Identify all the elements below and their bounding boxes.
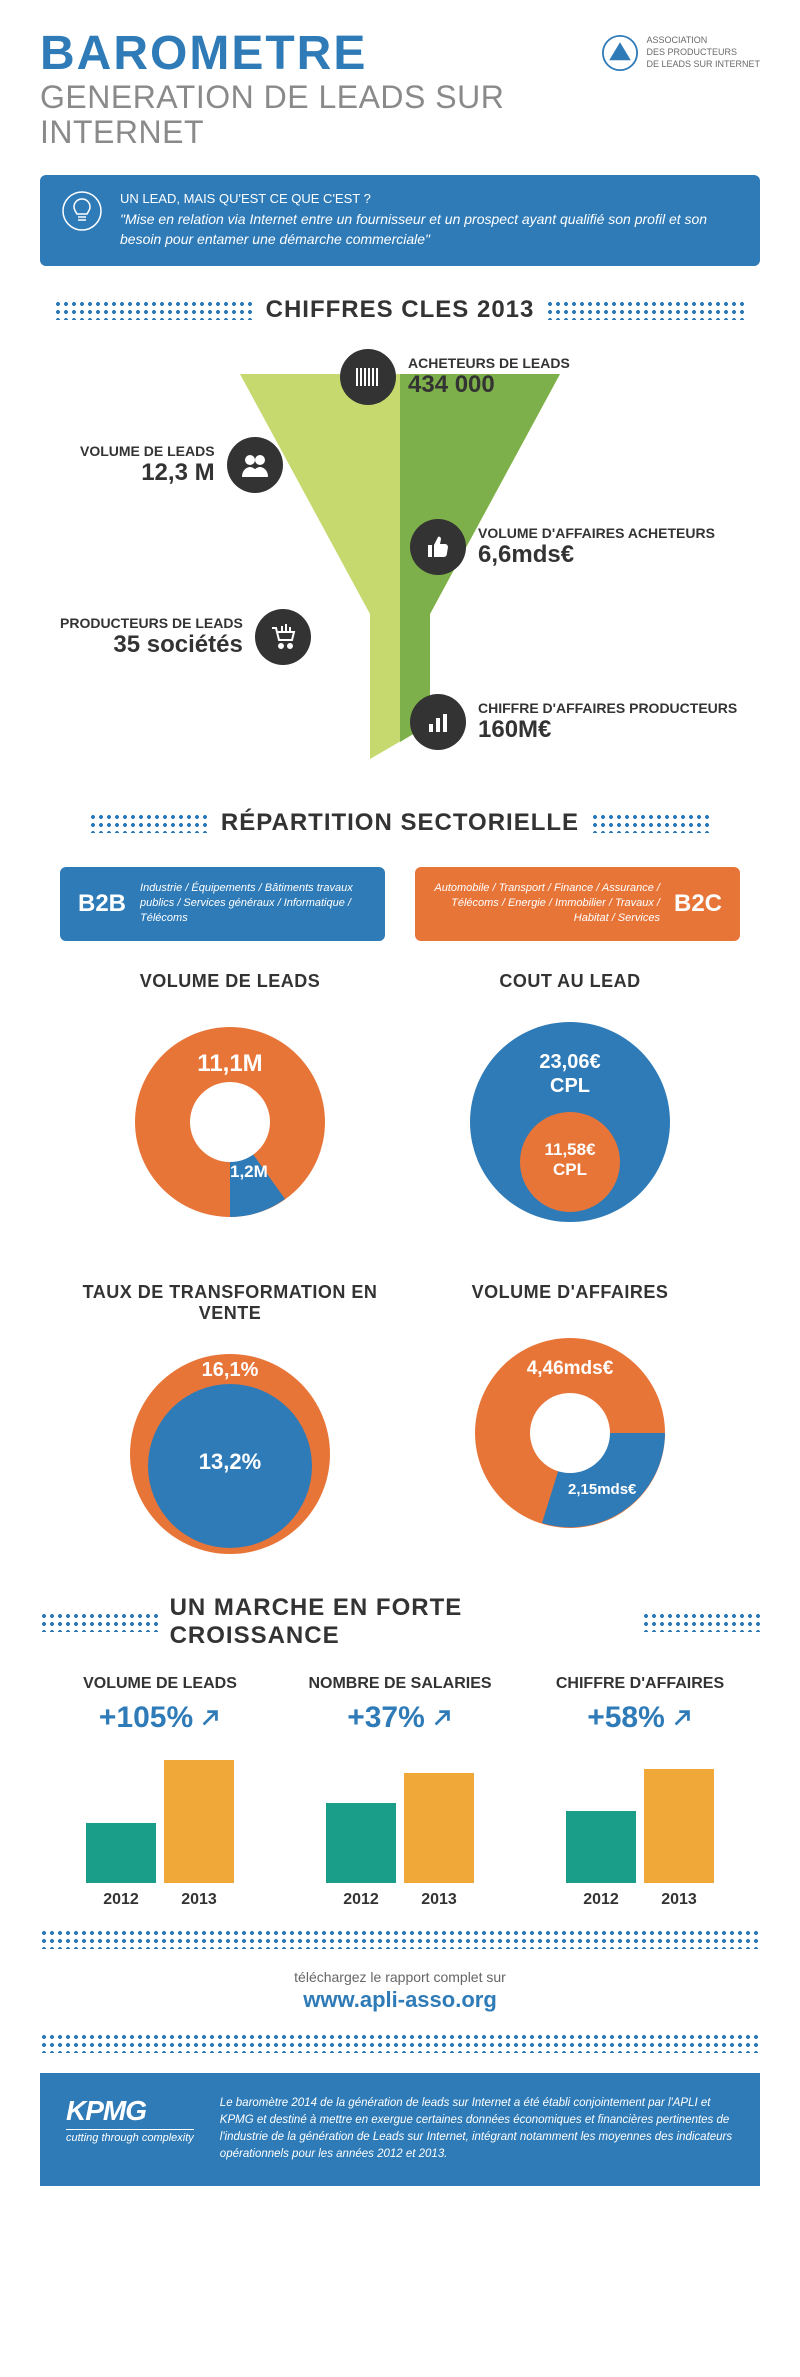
charts-grid: VOLUME DE LEADS 11,1M 1,2M COUT AU LEAD: [80, 971, 720, 1564]
bar-pair: 2012 2013: [86, 1760, 234, 1909]
growth-chiffre: CHIFFRE D'AFFAIRES +58%: [520, 1675, 760, 1735]
bar-2012: 2012: [86, 1823, 156, 1909]
section-header-repartition: RÉPARTITION SECTORIELLE: [40, 809, 760, 837]
section-header-croissance: UN MARCHE EN FORTE CROISSANCE: [40, 1594, 760, 1650]
sector-tags: B2B Industrie / Équipements / Bâtiments …: [60, 867, 740, 941]
header: BAROMETRE GENERATION DE LEADS SUR INTERN…: [40, 30, 760, 150]
quote-text: "Mise en relation via Internet entre un …: [120, 210, 738, 249]
growth-salaries: NOMBRE DE SALARIES +37%: [280, 1675, 520, 1735]
arrow-up-icon: [671, 1707, 693, 1729]
title-block: BAROMETRE GENERATION DE LEADS SUR INTERN…: [40, 30, 602, 150]
stat-volume-affaires: VOLUME D'AFFAIRES ACHETEURS 6,6mds€: [410, 519, 715, 575]
dotted-divider: [40, 1929, 760, 1949]
stat-producteurs: PRODUCTEURS DE LEADS 35 sociétés: [60, 609, 311, 665]
bar-pair: 2012 2013: [566, 1769, 714, 1909]
bar-chart-icon: [410, 694, 466, 750]
bar-2012: 2012: [566, 1811, 636, 1909]
apli-logo-text: ASSOCIATION DES PRODUCTEURS DE LEADS SUR…: [646, 35, 760, 70]
chart-taux-transformation: TAUX DE TRANSFORMATION EN VENTE 16,1% 13…: [80, 1282, 380, 1564]
stat-volume-leads: VOLUME DE LEADS 12,3 M: [80, 437, 283, 493]
chart-volume-leads: VOLUME DE LEADS 11,1M 1,2M: [80, 971, 380, 1232]
bar-2013: 2013: [404, 1773, 474, 1909]
funnel-area: ACHETEURS DE LEADS 434 000 VOLUME DE LEA…: [40, 349, 760, 779]
b2b-tag: B2B Industrie / Équipements / Bâtiments …: [60, 867, 385, 941]
kpmg-logo: KPMG cutting through complexity: [66, 2095, 194, 2144]
footer-box: KPMG cutting through complexity Le barom…: [40, 2073, 760, 2186]
cart-icon: [255, 609, 311, 665]
section-header-chiffres: CHIFFRES CLES 2013: [40, 296, 760, 324]
people-icon: [227, 437, 283, 493]
arrow-up-icon: [199, 1707, 221, 1729]
footer-text: Le baromètre 2014 de la génération de le…: [220, 2095, 734, 2164]
definition-box: UN LEAD, MAIS QU'EST CE QUE C'EST ? "Mis…: [40, 175, 760, 265]
b2c-tag: B2C Automobile / Transport / Finance / A…: [415, 867, 740, 941]
growth-stats: VOLUME DE LEADS +105% NOMBRE DE SALARIES…: [40, 1675, 760, 1735]
title-main: BAROMETRE: [40, 30, 602, 78]
growth-bars: 2012 2013 2012 2013 2012 2013: [40, 1760, 760, 1909]
title-sub: GENERATION DE LEADS SUR INTERNET: [40, 80, 602, 150]
stat-acheteurs: ACHETEURS DE LEADS 434 000: [340, 349, 570, 405]
apli-logo-icon: [602, 35, 638, 71]
lightbulb-icon: [62, 191, 102, 231]
bar-2012: 2012: [326, 1803, 396, 1909]
barcode-icon: [340, 349, 396, 405]
growth-volume: VOLUME DE LEADS +105%: [40, 1675, 280, 1735]
apli-logo: ASSOCIATION DES PRODUCTEURS DE LEADS SUR…: [602, 35, 760, 71]
chart-volume-affaires: VOLUME D'AFFAIRES 4,46mds€ 2,15mds€: [420, 1282, 720, 1564]
bar-pair: 2012 2013: [326, 1773, 474, 1909]
thumbs-up-icon: [410, 519, 466, 575]
bar-2013: 2013: [644, 1769, 714, 1909]
quote-title: UN LEAD, MAIS QU'EST CE QUE C'EST ?: [120, 191, 738, 206]
dotted-divider: [40, 2033, 760, 2053]
download-line: téléchargez le rapport complet sur www.a…: [40, 1969, 760, 2013]
stat-chiffre-affaires: CHIFFRE D'AFFAIRES PRODUCTEURS 160M€: [410, 694, 737, 750]
download-link[interactable]: www.apli-asso.org: [303, 1987, 497, 2012]
chart-cout-lead: COUT AU LEAD 23,06€ CPL 11,58€ CPL: [420, 971, 720, 1232]
arrow-up-icon: [431, 1707, 453, 1729]
bar-2013: 2013: [164, 1760, 234, 1909]
